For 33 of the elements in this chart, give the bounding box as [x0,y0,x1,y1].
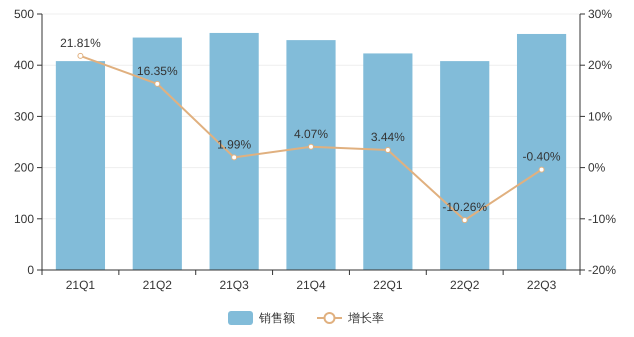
y2-tick-label: -20% [588,263,616,277]
y-tick-label: 200 [14,160,34,175]
x-tick-label: 21Q1 [66,278,96,292]
point [77,52,84,59]
point [308,144,314,150]
x-tick-label: 21Q2 [142,278,172,292]
point [384,146,391,153]
point [154,80,160,87]
data-label: 4.07% [294,126,328,141]
y2-tick-label: 30% [588,7,612,21]
data-label: 3.44% [370,130,406,144]
y2-tick-label: 10% [588,109,612,124]
point [231,154,238,160]
data-label: 16.35% [136,64,178,78]
y2-tick-label: -10% [588,212,616,226]
x-tick-label: 21Q3 [219,278,250,292]
y-tick-label: 0 [27,263,34,277]
legend-label: 增长率 [347,311,384,325]
x-tick-label: 22Q1 [373,278,403,292]
y2-tick-label: 0% [588,160,606,175]
y-tick-label: 500 [14,7,34,21]
legend-label: 销售额 [258,311,295,325]
point [462,217,468,224]
point [538,166,545,173]
data-label: -0.40% [522,150,561,164]
x-tick-label: 22Q2 [450,278,480,292]
x-tick-label: 21Q4 [296,278,326,292]
y2-tick-label: 20% [588,58,612,72]
data-label: 21.81% [60,36,102,50]
y-tick-label: 400 [14,58,34,72]
x-tick-label: 22Q3 [526,278,557,292]
y-tick-label: 300 [14,109,34,124]
y-tick-label: 100 [14,212,34,226]
